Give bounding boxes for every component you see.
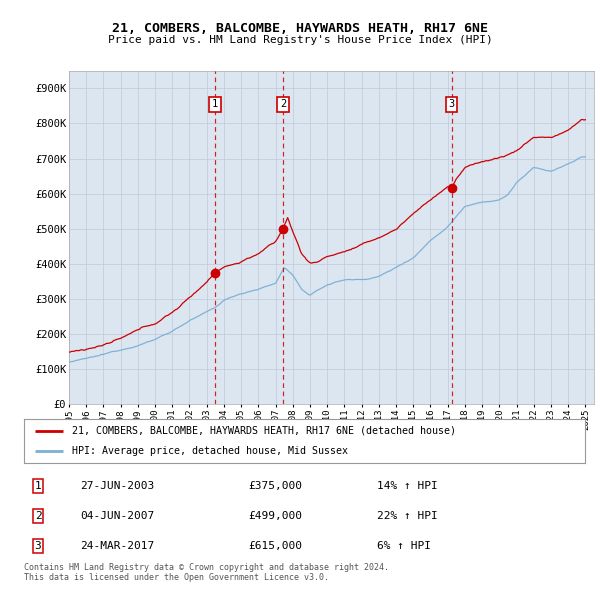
Text: 2: 2 — [35, 512, 41, 521]
Text: 22% ↑ HPI: 22% ↑ HPI — [377, 512, 438, 521]
Text: 1: 1 — [35, 481, 41, 491]
Text: 1: 1 — [212, 99, 218, 109]
Text: 3: 3 — [35, 542, 41, 552]
Text: HPI: Average price, detached house, Mid Sussex: HPI: Average price, detached house, Mid … — [71, 446, 347, 456]
Text: 14% ↑ HPI: 14% ↑ HPI — [377, 481, 438, 491]
Text: 6% ↑ HPI: 6% ↑ HPI — [377, 542, 431, 552]
Text: £375,000: £375,000 — [248, 481, 302, 491]
Text: 24-MAR-2017: 24-MAR-2017 — [80, 542, 154, 552]
Text: 21, COMBERS, BALCOMBE, HAYWARDS HEATH, RH17 6NE (detached house): 21, COMBERS, BALCOMBE, HAYWARDS HEATH, R… — [71, 426, 455, 436]
Text: £499,000: £499,000 — [248, 512, 302, 521]
Text: 3: 3 — [449, 99, 455, 109]
Text: 2: 2 — [280, 99, 286, 109]
Text: This data is licensed under the Open Government Licence v3.0.: This data is licensed under the Open Gov… — [24, 573, 329, 582]
Text: 04-JUN-2007: 04-JUN-2007 — [80, 512, 154, 521]
Text: 21, COMBERS, BALCOMBE, HAYWARDS HEATH, RH17 6NE: 21, COMBERS, BALCOMBE, HAYWARDS HEATH, R… — [112, 22, 488, 35]
Text: Contains HM Land Registry data © Crown copyright and database right 2024.: Contains HM Land Registry data © Crown c… — [24, 563, 389, 572]
Text: £615,000: £615,000 — [248, 542, 302, 552]
Text: 27-JUN-2003: 27-JUN-2003 — [80, 481, 154, 491]
Text: Price paid vs. HM Land Registry's House Price Index (HPI): Price paid vs. HM Land Registry's House … — [107, 35, 493, 45]
